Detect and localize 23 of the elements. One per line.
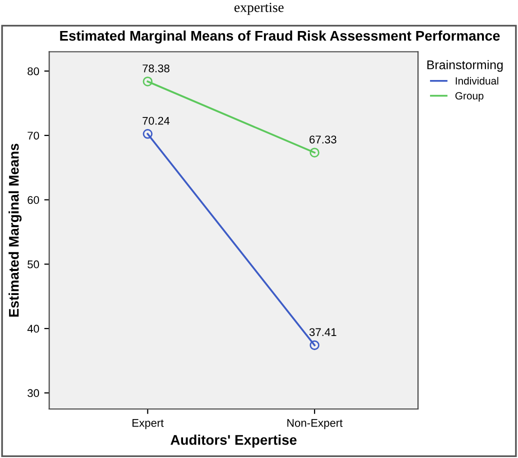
y-tick-label: 40 <box>27 324 40 333</box>
data-label: 70.24 <box>142 116 170 125</box>
y-tick-label: 50 <box>28 260 40 268</box>
text: expertise <box>234 2 284 15</box>
legend-title: Brainstorming <box>427 60 503 72</box>
legend-label: Individual <box>456 76 498 85</box>
x-tick-label: Non-Expert <box>287 419 343 430</box>
data-label: 37.41 <box>309 328 336 336</box>
x-axis-title: Auditors' Expertise <box>170 434 297 448</box>
chart-title: Estimated Marginal Means of Fraud Risk Assessment Performance <box>60 30 500 44</box>
x-tick-label: Expert <box>132 419 164 430</box>
y-tick-label: 60 <box>28 196 40 204</box>
point <box>310 340 320 350</box>
point <box>310 148 320 158</box>
y-tick-label: 30 <box>28 389 40 398</box>
legend-label: Group <box>455 92 484 102</box>
data-label: 78.38 <box>142 64 170 72</box>
y-tick-label: 70 <box>28 132 40 140</box>
data-label: 67.33 <box>310 136 336 144</box>
point <box>142 76 153 86</box>
y-tick-label: 80 <box>28 67 40 76</box>
point <box>142 129 153 139</box>
y-axis-title: Estimated Marginal Means <box>8 144 22 317</box>
